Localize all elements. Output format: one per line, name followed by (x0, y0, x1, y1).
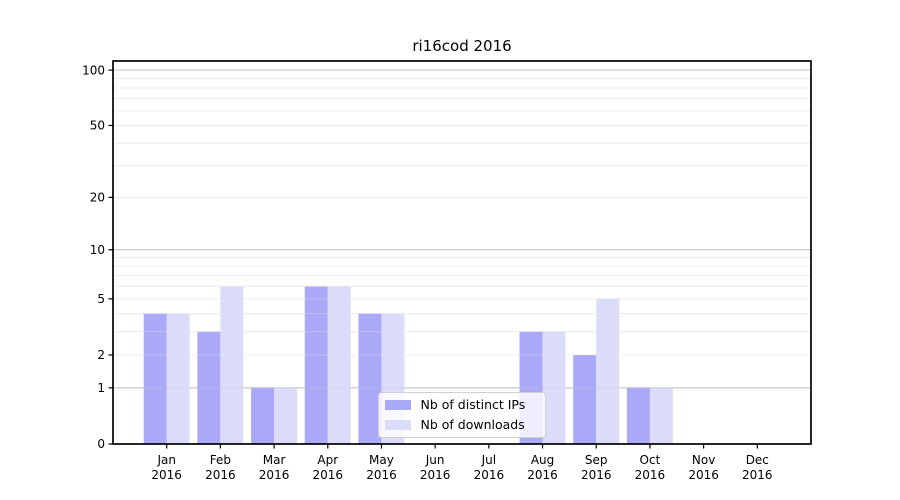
y-tick-label-2: 2 (97, 348, 105, 362)
bar-nb-of-downloads-sep-2016 (596, 298, 620, 444)
y-tick-label-1: 1 (97, 381, 105, 395)
axes-frame (112, 60, 812, 445)
x-tick-label-apr-2016: Apr 2016 (312, 453, 343, 482)
bar-nb-of-distinct-ips-feb-2016 (197, 331, 221, 444)
x-tick-label-aug-2016: Aug 2016 (527, 453, 558, 482)
x-tick-label-may-2016: May 2016 (366, 453, 397, 482)
y-axis-ticks: 0 1 2 5 10 20 50 100 (82, 63, 113, 451)
x-tick-label-mar-2016: Mar 2016 (259, 453, 290, 482)
y-tick-label-100: 100 (82, 63, 105, 77)
bar-nb-of-downloads-mar-2016 (274, 387, 298, 444)
bar-nb-of-downloads-feb-2016 (220, 286, 244, 444)
bar-nb-of-downloads-oct-2016 (649, 387, 673, 444)
x-tick-label-feb-2016: Feb 2016 (205, 453, 236, 482)
gridlines-overlay (113, 69, 811, 389)
x-tick-label-oct-2016: Oct 2016 (635, 453, 666, 482)
y-tick-label-5: 5 (97, 292, 105, 306)
legend-swatch-nb-of-distinct-ips (385, 400, 411, 410)
legend-swatch-nb-of-downloads (385, 420, 411, 430)
bar-nb-of-distinct-ips-jan-2016 (143, 313, 167, 444)
legend: Nb of distinct IPs Nb of downloads (378, 392, 546, 438)
bar-nb-of-downloads-apr-2016 (327, 286, 351, 444)
x-tick-label-jan-2016: Jan 2016 (151, 453, 182, 482)
bar-nb-of-downloads-jan-2016 (166, 313, 190, 444)
bar-nb-of-distinct-ips-mar-2016 (251, 387, 275, 444)
y-tick-label-20: 20 (90, 191, 105, 205)
legend-box (378, 392, 546, 438)
legend-label-nb-of-distinct-ips: Nb of distinct IPs (421, 397, 526, 412)
x-tick-label-dec-2016: Dec 2016 (742, 453, 773, 482)
plot-frame (112, 60, 812, 445)
x-tick-label-jul-2016: Jul 2016 (474, 453, 505, 482)
bar-nb-of-distinct-ips-may-2016 (358, 313, 382, 444)
chart-title: ri16cod 2016 (412, 37, 511, 55)
bar-nb-of-distinct-ips-sep-2016 (573, 354, 597, 444)
x-tick-label-nov-2016: Nov 2016 (688, 453, 719, 482)
y-tick-label-0: 0 (97, 437, 105, 451)
x-tick-label-sep-2016: Sep 2016 (581, 453, 612, 482)
bar-nb-of-distinct-ips-oct-2016 (626, 387, 650, 444)
y-tick-label-10: 10 (90, 243, 105, 257)
bar-nb-of-distinct-ips-apr-2016 (304, 286, 328, 444)
x-axis-ticks: Jan 2016 Feb 2016 Mar 2016 Apr 2016 May 2016 Jun 20… (151, 444, 773, 482)
x-tick-label-jun-2016: Jun 2016 (420, 453, 451, 482)
legend-label-nb-of-downloads: Nb of downloads (421, 417, 525, 432)
bar-nb-of-downloads-aug-2016 (542, 331, 566, 444)
y-tick-label-50: 50 (90, 119, 105, 133)
